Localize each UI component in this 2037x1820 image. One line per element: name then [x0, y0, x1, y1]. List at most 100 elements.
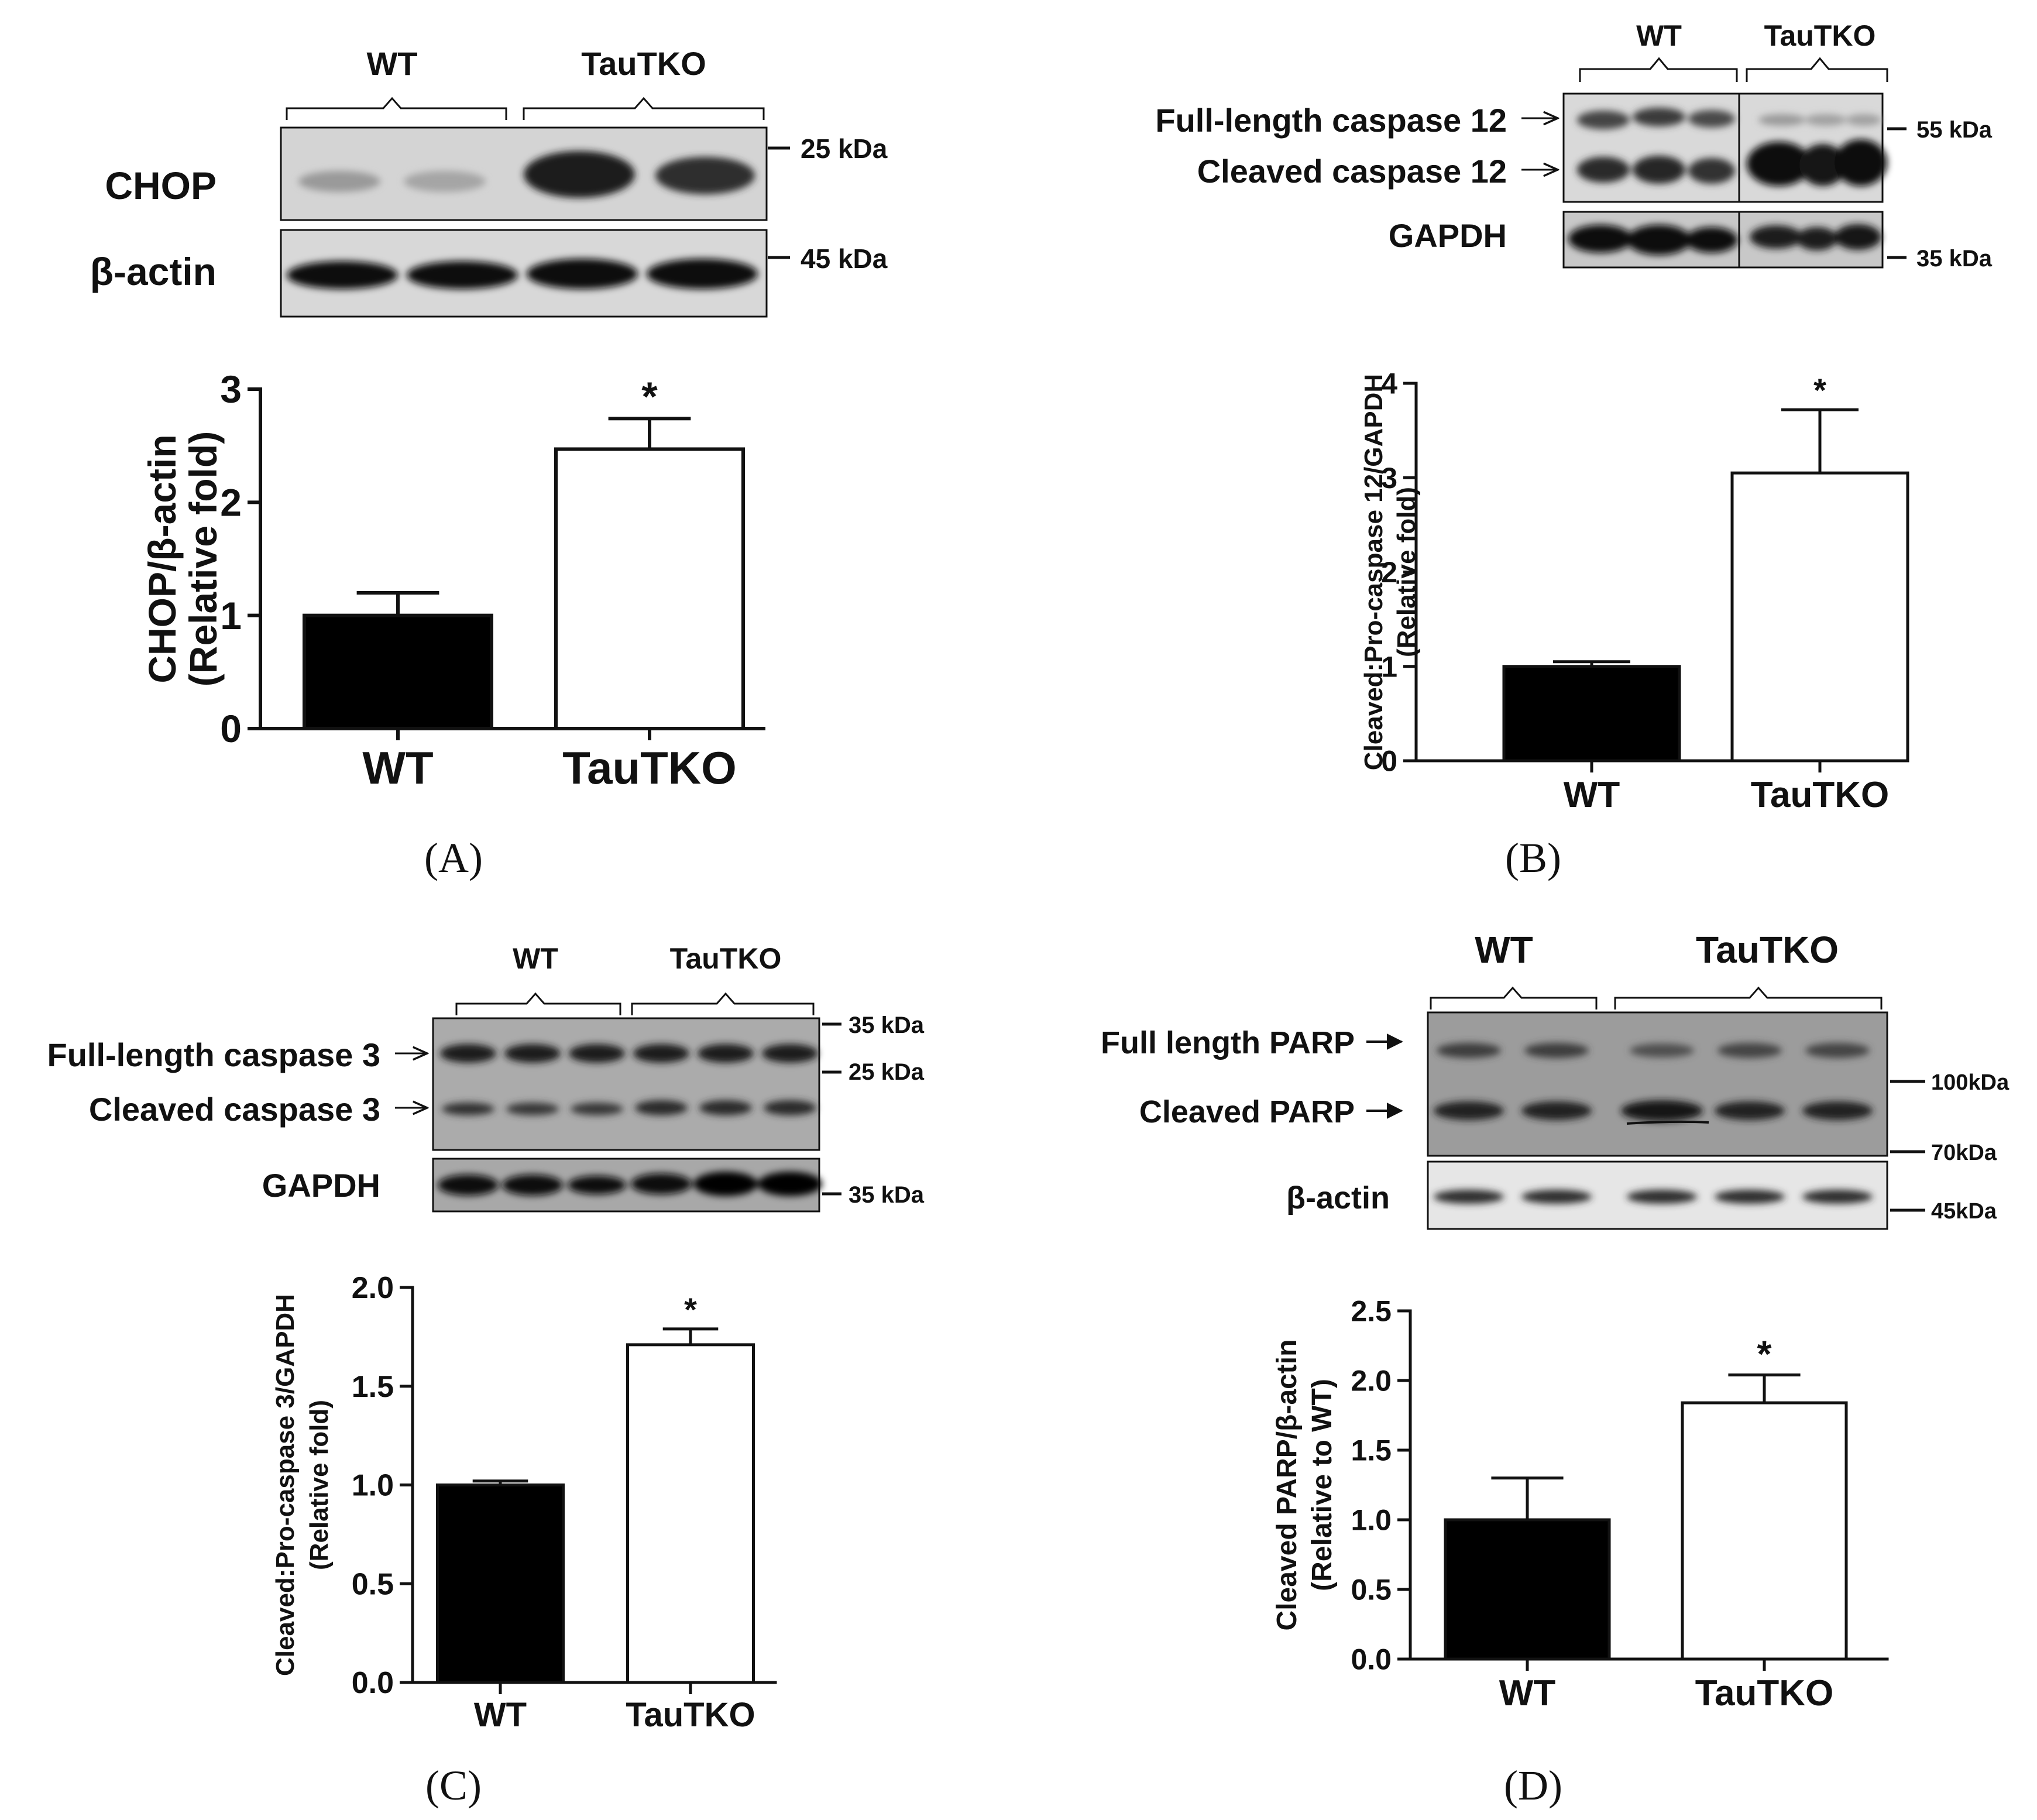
blot-b-group-tautko: TauTKO	[1764, 19, 1876, 52]
blot-a-marker-25: 25 kDa	[801, 133, 888, 164]
blot-a-group-wt: WT	[366, 45, 417, 82]
chart-b-ytick-label: 1	[1381, 650, 1397, 683]
blot-b-caspase12-bands	[1577, 108, 1887, 186]
chart-c: 0.0 0.5 1.0 1.5 2.0 WT TauTKO * Cleaved:Pro-casp…	[271, 1271, 777, 1734]
chart-d-ylabel: Cleaved PARP/β-actin	[1272, 1340, 1303, 1631]
chart-d-ytick-label: 1.5	[1351, 1434, 1392, 1467]
blot-b-row-gapdh: GAPDH	[1389, 217, 1507, 254]
chart-c-ylabel: (Relative fold)	[305, 1400, 334, 1570]
chart-d-bar-tautko	[1681, 1401, 1848, 1661]
chart-a-ytick-label: 0	[220, 707, 242, 750]
chart-c-significance: *	[684, 1291, 697, 1328]
chart-d-ytick-label: 2.0	[1351, 1365, 1392, 1397]
chart-a-ylabel: (Relative fold)	[181, 431, 225, 686]
chart-a-ytick-label: 3	[220, 368, 242, 411]
blot-c-marker-35a: 35 kDa	[849, 1012, 925, 1038]
blot-d-bracket-wt	[1430, 986, 1598, 1009]
blot-c-row-cl-caspase3: Cleaved caspase 3	[89, 1091, 380, 1128]
chart-d-ytick-label: 0.0	[1351, 1643, 1392, 1676]
chart-b: 0 1 2 3 4 WT TauTKO * Cleaved:Pro-caspase 12/GAP…	[1359, 368, 1909, 815]
blot-a-group-tautko: TauTKO	[581, 45, 706, 82]
chart-d-ytick-label: 2.5	[1351, 1295, 1392, 1328]
blot-b-bracket-wt	[1579, 57, 1738, 82]
blot-d-actin-bands	[1434, 1190, 1873, 1204]
blot-a-row-chop: CHOP	[105, 164, 217, 207]
blot-d-parp-bands	[1434, 1043, 1873, 1121]
chart-b-category-label: WT	[1564, 775, 1620, 815]
chart-a-ytick-label: 1	[220, 594, 242, 637]
blot-c-marker-25: 25 kDa	[849, 1059, 925, 1085]
chart-b-significance: *	[1813, 372, 1826, 408]
blot-d-marker-70: 70kDa	[1931, 1141, 1997, 1165]
chart-c-ytick-label: 0.0	[352, 1666, 394, 1700]
blot-c-row-gapdh: GAPDH	[262, 1167, 380, 1204]
chart-a-category-label: TauTKO	[562, 742, 737, 794]
chart-d-ylabel: (Relative to WT)	[1307, 1379, 1338, 1591]
chart-b-ytick-label: 2	[1381, 556, 1397, 589]
blot-b-gapdh-bands	[1568, 224, 1881, 255]
blot-a-chop-bands	[298, 151, 755, 198]
chart-a-significance: *	[641, 373, 658, 419]
chart-c-category-label: WT	[474, 1696, 527, 1734]
chart-a: 0 1 2 3 WT TauTKO * CHOP/β-actin(Relative fold)	[140, 368, 765, 794]
blot-b-group-wt: WT	[1636, 19, 1682, 52]
chart-c-ytick-label: 1.0	[352, 1469, 394, 1503]
chart-c-bar-tautko	[626, 1343, 755, 1684]
panel-label-d: (D)	[1504, 1762, 1562, 1809]
chart-c-ylabel: Cleaved:Pro-caspase 3/GAPDH	[271, 1294, 300, 1676]
blot-c-marker-35b: 35 kDa	[849, 1182, 925, 1208]
chart-d: 0.0 0.5 1.0 1.5 2.0 2.5 WT TauTKO * Cleaved PARP/…	[1272, 1295, 1889, 1713]
chart-b-ytick-label: 0	[1381, 745, 1397, 778]
chart-d-ytick-label: 1.0	[1351, 1504, 1392, 1537]
blot-d-marker-45: 45kDa	[1931, 1199, 1997, 1224]
panel-b-blot: WT TauTKO Full-l	[1155, 19, 1992, 272]
panel-a-blot: WT TauTKO CHOP β-actin 25 kDa 45 kDa	[90, 45, 888, 318]
chart-c-ytick-label: 2.0	[352, 1271, 394, 1305]
chart-c-ytick-label: 0.5	[352, 1567, 394, 1601]
chart-b-ytick-label: 4	[1381, 368, 1397, 400]
chart-a-ylabel: CHOP/β-actin	[140, 434, 184, 683]
chart-a-category-label: WT	[362, 742, 433, 794]
blot-a-bracket-wt	[286, 97, 507, 120]
chart-a-bar-wt	[303, 613, 493, 730]
blot-d-row-cl-parp: Cleaved PARP	[1139, 1094, 1355, 1129]
blot-a-marker-45: 45 kDa	[801, 243, 888, 274]
chart-b-category-label: TauTKO	[1751, 775, 1890, 815]
panel-label-c: (C)	[425, 1762, 482, 1809]
chart-d-category-label: TauTKO	[1695, 1673, 1834, 1713]
blot-d-group-tautko: TauTKO	[1696, 929, 1839, 971]
blot-c-group-tautko: TauTKO	[670, 942, 782, 975]
blot-b-bracket-tautko	[1746, 57, 1888, 82]
blot-d-group-wt: WT	[1475, 929, 1533, 971]
chart-d-category-label: WT	[1499, 1673, 1556, 1713]
blot-c-row-fl-caspase3: Full-length caspase 3	[47, 1036, 381, 1073]
chart-c-bar-wt	[436, 1484, 565, 1684]
panel-c-blot: WT TauTKO Full-length casp	[47, 942, 925, 1213]
chart-b-bar-tautko	[1730, 471, 1909, 763]
blot-d-row-actin: β-actin	[1286, 1180, 1390, 1215]
chart-b-bar-wt	[1502, 665, 1681, 763]
blot-b-row-cl-caspase12: Cleaved caspase 12	[1197, 153, 1507, 190]
blot-a-bracket-tautko	[523, 97, 765, 120]
chart-a-bar-tautko	[554, 447, 745, 730]
panel-label-a: (A)	[424, 835, 483, 881]
blot-c-group-wt: WT	[513, 942, 558, 975]
blot-d-marker-100: 100kDa	[1931, 1070, 2009, 1095]
blot-d-bracket-tautko	[1614, 986, 1883, 1009]
panel-d-blot: WT TauTKO Full length PARP Cleave	[1101, 929, 2009, 1230]
blot-d-parp-strip	[1427, 1011, 1888, 1157]
blot-c-caspase3-bands	[440, 1044, 818, 1115]
blot-c-bracket-tautko	[631, 992, 815, 1015]
blot-c-gapdh-bands	[438, 1172, 822, 1196]
chart-d-significance: *	[1757, 1333, 1772, 1375]
chart-d-ytick-label: 0.5	[1351, 1574, 1392, 1606]
chart-b-ylabel: Cleaved:Pro-caspase 12/GAPDH	[1359, 374, 1388, 770]
chart-d-bar-wt	[1444, 1518, 1611, 1661]
blot-c-caspase3-strip	[432, 1017, 820, 1151]
chart-a-ytick-label: 2	[220, 480, 242, 524]
blot-b-marker-35: 35 kDa	[1916, 246, 1993, 272]
panel-label-b: (B)	[1505, 835, 1561, 881]
chart-b-ytick-label: 3	[1381, 462, 1397, 495]
chart-b-ylabel: (Relative fold)	[1392, 487, 1421, 657]
